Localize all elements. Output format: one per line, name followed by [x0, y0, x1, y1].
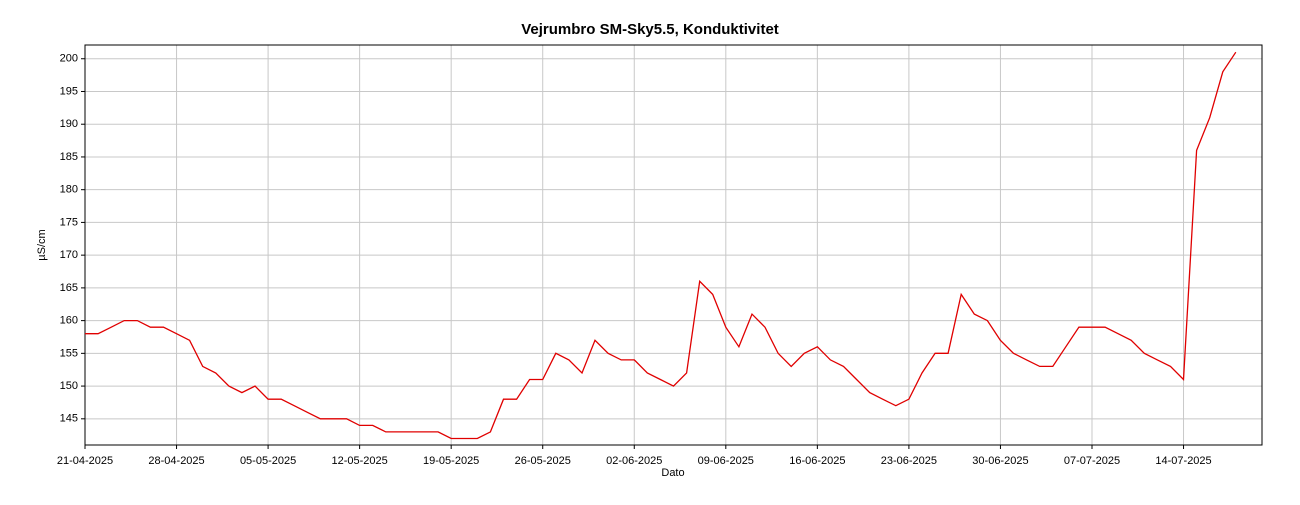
x-tick-label: 14-07-2025 — [1155, 455, 1211, 467]
y-tick-label: 175 — [60, 216, 78, 228]
x-tick-label: 30-06-2025 — [972, 455, 1028, 467]
y-tick-label: 190 — [60, 118, 78, 130]
x-tick-label: 16-06-2025 — [789, 455, 845, 467]
x-tick-label: 12-05-2025 — [331, 455, 387, 467]
chart-title: Vejrumbro SM-Sky5.5, Konduktivitet — [521, 21, 779, 38]
x-tick-label: 19-05-2025 — [423, 455, 479, 467]
y-tick-label: 180 — [60, 184, 78, 196]
plot-area — [85, 45, 1262, 445]
y-tick-label: 195 — [60, 85, 78, 97]
x-tick-label: 28-04-2025 — [148, 455, 204, 467]
x-tick-label: 09-06-2025 — [698, 455, 754, 467]
y-tick-label: 170 — [60, 249, 78, 261]
x-tick-label: 07-07-2025 — [1064, 455, 1120, 467]
y-tick-label: 185 — [60, 151, 78, 163]
data-line — [85, 51, 1237, 440]
y-tick-label: 145 — [60, 413, 78, 425]
y-tick-label: 160 — [60, 315, 78, 327]
x-axis-label: Dato — [661, 467, 684, 479]
x-tick-label: 05-05-2025 — [240, 455, 296, 467]
plot-frame — [84, 44, 1263, 446]
x-tick-label: 21-04-2025 — [57, 455, 113, 467]
y-tick-label: 200 — [60, 53, 78, 65]
x-tick-label: 02-06-2025 — [606, 455, 662, 467]
y-tick-label: 165 — [60, 282, 78, 294]
x-tick-label: 23-06-2025 — [881, 455, 937, 467]
y-axis-label: µS/cm — [36, 229, 48, 260]
x-tick-label: 26-05-2025 — [515, 455, 571, 467]
y-tick-label: 150 — [60, 380, 78, 392]
y-tick-label: 155 — [60, 347, 78, 359]
